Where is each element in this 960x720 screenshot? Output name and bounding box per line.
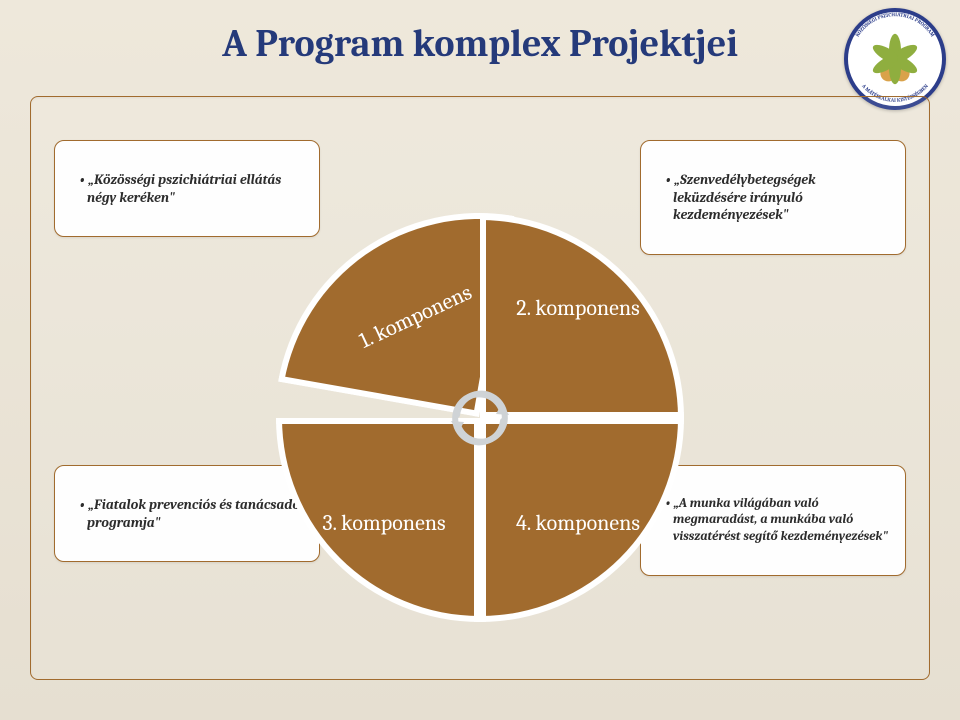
- pie-wedge-4: 4. komponens: [480, 418, 684, 622]
- pie-wedge-3-label: 3. komponens: [314, 511, 454, 535]
- page-title: A Program komplex Projektjei: [0, 22, 960, 66]
- pie-wedge-2-label: 2. komponens: [508, 296, 648, 320]
- program-logo: KÖZÖSSÉGI PSZICHIÁTRIAI PROGRAM A MÁTÉSZ…: [844, 8, 946, 110]
- logo-arc-text: KÖZÖSSÉGI PSZICHIÁTRIAI PROGRAM A MÁTÉSZ…: [844, 8, 946, 110]
- pie-wedge-1: 1. komponens: [278, 180, 514, 416]
- pie-wedge-1-label: 1. komponens: [347, 276, 484, 357]
- pie-wedge-2: 2. komponens: [480, 214, 684, 418]
- component-2-text: „Szenvedélybetegségek leküzdésére irányu…: [661, 171, 891, 224]
- svg-text:A MÁTÉSZALKAI KISTÉRSÉGBEN: A MÁTÉSZALKAI KISTÉRSÉGBEN: [860, 83, 930, 104]
- pie-wedge-3: 3. komponens: [276, 418, 480, 622]
- component-4-text: „A munka világában való megmaradást, a m…: [661, 496, 891, 545]
- pie-wedge-4-label: 4. komponens: [508, 511, 648, 535]
- components-pie: 1. komponens 2. komponens 3. komponens 4…: [270, 208, 690, 628]
- component-1-text: „Közösségi pszichiátriai ellátás négy ke…: [75, 171, 305, 206]
- svg-text:KÖZÖSSÉGI PSZICHIÁTRIAI PROGRA: KÖZÖSSÉGI PSZICHIÁTRIAI PROGRAM: [855, 10, 936, 39]
- slide-page: A Program komplex Projektjei KÖZÖSSÉGI P…: [0, 0, 960, 720]
